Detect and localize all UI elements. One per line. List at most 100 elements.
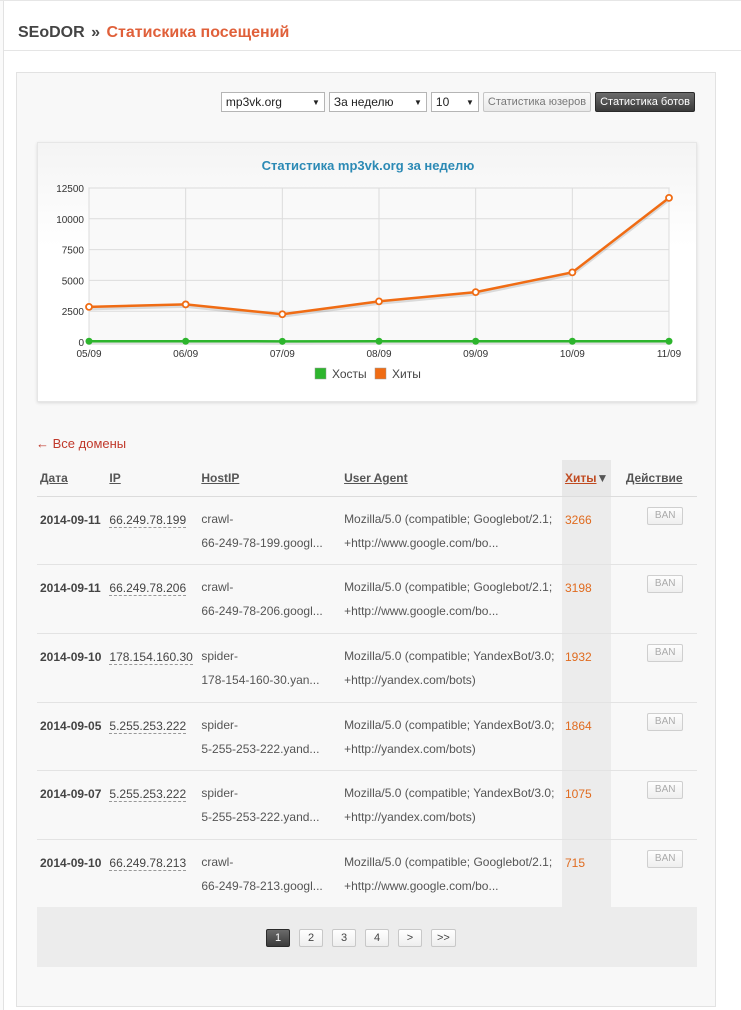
point-hits xyxy=(181,300,190,309)
point-hits xyxy=(85,302,93,311)
count-select[interactable]: 10 ▼ xyxy=(430,92,479,112)
point-hits xyxy=(665,193,673,202)
ban-button[interactable]: BAN xyxy=(647,712,684,731)
row-ip[interactable]: 178.154.160.30 xyxy=(106,633,199,703)
x-tick-label: 10/09 xyxy=(560,349,585,360)
x-tick-label: 11/09 xyxy=(657,349,682,360)
pagination: 1 2 3 4 > >> xyxy=(266,929,456,947)
row-hits: 1864 xyxy=(561,702,612,772)
row-action: BAN xyxy=(611,633,697,703)
ban-button[interactable]: BAN xyxy=(647,643,684,662)
row-date: 2014-09-11 xyxy=(37,564,107,634)
page-3-button[interactable]: 3 xyxy=(332,929,356,947)
visits-chart: Статистика mp3vk.org за неделю 0 2500 5000 7… xyxy=(37,142,697,402)
row-user-agent: Mozilla/5.0 (compatible; YandexBot/3.0; +… xyxy=(341,770,562,840)
y-tick-label: 12500 xyxy=(56,184,84,195)
row-ip[interactable]: 5.255.253.222 xyxy=(106,770,199,840)
table-row: 2014-09-11 66.249.78.206 crawl- 66-249-78-2… xyxy=(37,564,697,634)
bots-stats-button[interactable]: Статистика ботов xyxy=(595,92,695,112)
point-hosts xyxy=(665,337,673,345)
row-ip[interactable]: 66.249.78.199 xyxy=(106,496,199,566)
row-date: 2014-09-05 xyxy=(37,702,107,772)
ban-button[interactable]: BAN xyxy=(647,781,684,800)
next-page-button[interactable]: > xyxy=(398,929,422,947)
row-action: BAN xyxy=(611,770,697,840)
point-hosts xyxy=(182,337,190,345)
row-ip[interactable]: 5.255.253.222 xyxy=(106,702,199,772)
row-hits: 1932 xyxy=(561,633,612,703)
period-select-value: За неделю xyxy=(333,95,394,109)
column-user-agent[interactable]: User Agent xyxy=(341,460,562,497)
row-date: 2014-09-07 xyxy=(37,770,107,840)
filter-controls: mp3vk.org ▼ За неделю ▼ 10 ▼ Статистика … xyxy=(220,92,695,112)
point-hosts xyxy=(375,337,383,345)
row-action: BAN xyxy=(611,496,697,566)
domain-select-value: mp3vk.org xyxy=(225,95,282,109)
ban-button[interactable]: BAN xyxy=(647,506,684,525)
column-ip[interactable]: IP xyxy=(106,460,199,497)
point-hosts xyxy=(85,337,93,345)
row-user-agent: Mozilla/5.0 (compatible; Googlebot/2.1; +… xyxy=(341,496,562,566)
domain-select[interactable]: mp3vk.org ▼ xyxy=(220,92,325,112)
legend-swatch xyxy=(374,367,387,380)
table-row: 2014-09-05 5.255.253.222 spider- 5-255-253-… xyxy=(37,702,697,772)
page-title: Статискика посещений xyxy=(106,24,290,41)
all-domains-link[interactable]: ← Все домены xyxy=(36,436,127,451)
table-row: 2014-09-07 5.255.253.222 spider- 5-255-253-… xyxy=(37,770,697,840)
row-host: spider- 5-255-253-222.yand... xyxy=(198,770,342,840)
header-divider xyxy=(4,50,741,51)
page-2-button[interactable]: 2 xyxy=(299,929,323,947)
left-edge xyxy=(0,0,4,1010)
legend-swatch xyxy=(314,367,327,380)
table-row: 2014-09-10 178.154.160.30 spider- 178-154-1… xyxy=(37,633,697,703)
row-host: crawl- 66-249-78-199.googl... xyxy=(198,496,342,566)
site-name[interactable]: SEoDOR xyxy=(18,24,85,41)
y-tick-label: 7500 xyxy=(62,246,85,257)
ban-button[interactable]: BAN xyxy=(647,575,684,594)
column-host[interactable]: HostIP xyxy=(198,460,342,497)
row-ip[interactable]: 66.249.78.206 xyxy=(106,564,199,634)
row-host: crawl- 66-249-78-213.googl... xyxy=(198,839,342,909)
point-hits xyxy=(375,297,383,306)
x-tick-label: 09/09 xyxy=(463,349,488,360)
y-tick-label: 5000 xyxy=(62,276,85,287)
point-hosts xyxy=(278,337,286,345)
chevron-down-icon: ▼ xyxy=(311,97,320,107)
legend-label: Хосты xyxy=(332,367,367,381)
row-hits: 715 xyxy=(561,839,612,909)
x-tick-label: 08/09 xyxy=(366,349,391,360)
users-stats-button[interactable]: Статистика юзеров xyxy=(482,92,592,112)
page-1-button[interactable]: 1 xyxy=(266,929,290,947)
point-hits xyxy=(278,310,287,319)
row-hits: 1075 xyxy=(561,770,612,840)
ban-button[interactable]: BAN xyxy=(647,849,684,868)
row-hits: 3266 xyxy=(561,496,612,566)
table-row: 2014-09-11 66.249.78.199 crawl- 66-249-78-1… xyxy=(37,496,697,566)
breadcrumb-separator: » xyxy=(91,24,101,41)
row-host: spider- 5-255-253-222.yand... xyxy=(198,702,342,772)
point-hits xyxy=(471,288,480,297)
y-tick-label: 2500 xyxy=(62,307,85,318)
column-date[interactable]: Дата xyxy=(37,460,107,497)
x-tick-label: 05/09 xyxy=(76,349,101,360)
row-ip[interactable]: 66.249.78.213 xyxy=(106,839,199,909)
last-page-button[interactable]: >> xyxy=(431,929,456,947)
row-date: 2014-09-10 xyxy=(37,839,107,909)
period-select[interactable]: За неделю ▼ xyxy=(328,92,427,112)
table-row: 2014-09-10 66.249.78.213 crawl- 66-249-78-2… xyxy=(37,839,697,909)
row-user-agent: Mozilla/5.0 (compatible; YandexBot/3.0; +… xyxy=(341,702,562,772)
chevron-down-icon: ▼ xyxy=(413,97,422,107)
pagination-area: 1 2 3 4 > >> xyxy=(37,907,697,967)
legend-label: Хиты xyxy=(392,367,421,381)
row-date: 2014-09-10 xyxy=(37,633,107,703)
y-tick-label: 0 xyxy=(78,338,84,349)
row-user-agent: Mozilla/5.0 (compatible; Googlebot/2.1; +… xyxy=(341,839,562,909)
point-hosts xyxy=(472,337,480,345)
row-host: crawl- 66-249-78-206.googl... xyxy=(198,564,342,634)
top-line xyxy=(0,0,741,4)
row-action: BAN xyxy=(611,839,697,909)
row-host: spider- 178-154-160-30.yan... xyxy=(198,633,342,703)
column-action: Действие xyxy=(611,460,697,497)
page-4-button[interactable]: 4 xyxy=(365,929,389,947)
column-hits[interactable]: Хиты▼ xyxy=(561,460,612,497)
